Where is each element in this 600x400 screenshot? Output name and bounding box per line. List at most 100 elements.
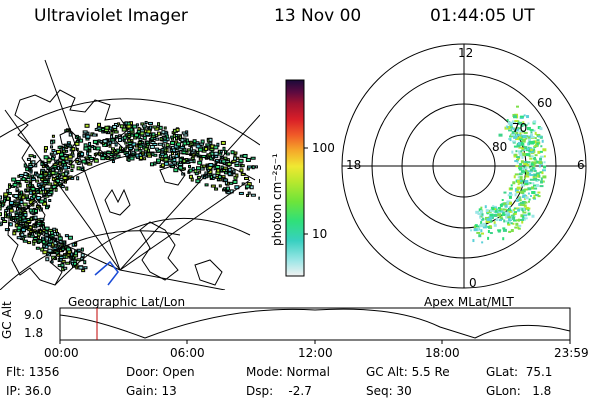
emission-pixel [8,222,13,227]
emission-pixel [21,177,26,182]
emission-pixel [16,225,22,230]
emission-pixel [530,130,533,134]
emission-pixel [513,154,518,158]
mlat-label-60: 60 [537,96,553,110]
emission-pixel [178,165,184,170]
emission-pixel [527,147,530,150]
emission-pixel [46,157,52,162]
emission-pixel [480,221,483,225]
emission-pixel [111,150,115,154]
latitude-line [19,151,256,216]
meridian-line [119,269,226,290]
emission-pixel [135,123,139,127]
colorbar-unit-label: photon cm⁻²s⁻¹ [270,153,284,246]
emission-pixel [83,146,89,151]
emission-pixel [100,153,104,157]
date-label: 13 Nov 00 [274,6,362,26]
emission-pixel [533,173,538,177]
emission-pixel [85,134,91,139]
emission-pixel [82,133,86,138]
emission-pixel [528,149,532,153]
emission-pixel [20,232,25,237]
emission-pixel [178,157,183,162]
emission-pixel [155,147,160,151]
emission-pixel [22,202,28,207]
emission-pixel [512,214,515,218]
emission-pixel [139,149,143,154]
geo-map-caption: Geographic Lat/Lon [68,295,186,309]
emission-pixel [502,228,507,232]
emission-pixel [258,196,260,200]
emission-pixel [519,134,523,138]
emission-pixel [27,183,32,187]
emission-pixel [61,247,66,251]
emission-pixel [32,239,38,243]
emission-pixel [525,153,530,157]
emission-pixel [11,177,17,182]
emission-pixel [163,157,169,162]
emission-pixel [514,173,519,176]
emission-pixel [482,226,487,229]
emission-pixel [502,227,506,230]
emission-pixel [36,189,40,194]
emission-pixel [499,210,504,213]
emission-pixel [518,179,522,182]
emission-pixel [530,135,535,138]
emission-pixel [519,218,524,221]
emission-pixel [521,139,526,143]
emission-pixel [510,222,513,225]
emission-pixel [523,218,526,221]
emission-pixel [16,201,20,205]
emission-pixel [43,198,47,203]
emission-pixel [209,174,213,179]
emission-pixel [12,182,18,187]
emission-pixel [222,166,228,170]
emission-pixel [539,157,543,161]
timeline-xtick: 12:00 [298,346,333,360]
emission-pixel [509,124,513,127]
emission-pixel [523,166,526,169]
emission-pixel [521,195,526,198]
emission-pixel [508,129,513,132]
emission-pixel [195,144,201,149]
emission-pixel [517,227,521,230]
emission-pixel [38,185,42,189]
emission-pixel [119,124,124,129]
emission-pixel [540,177,543,181]
emission-pixel [520,183,525,187]
mlt-label-12: 12 [458,46,474,60]
emission-pixel [48,199,52,203]
emission-pixel [477,212,482,215]
emission-pixel [126,124,132,129]
emission-pixel [500,217,504,220]
emission-pixel [101,127,106,131]
emission-pixel [40,178,45,182]
emission-pixel [501,199,504,202]
emission-pixel [532,140,535,144]
instrument-title: Ultraviolet Imager [34,6,188,26]
emission-pixel [502,208,507,211]
emission-pixel [527,212,531,216]
emission-pixel [67,154,73,159]
emission-pixel [0,223,2,227]
emission-pixel [498,133,503,137]
emission-pixel [160,156,164,161]
emission-pixel [479,216,482,219]
emission-pixel [45,257,50,262]
emission-pixel [220,140,226,145]
emission-pixel [40,186,45,191]
emission-pixel [481,241,484,244]
emission-pixel [521,138,526,141]
emission-pixel [62,254,66,259]
ip-value: IP: 36.0 [6,384,52,398]
emission-pixel [76,166,81,171]
emission-pixel [521,167,524,171]
emission-pixel [527,182,530,185]
emission-pixel [147,121,153,125]
emission-pixel [533,194,536,198]
emission-pixel [541,169,546,172]
emission-pixel [35,173,40,177]
emission-pixel [117,122,121,126]
colorbar-tick-10: 10 [312,227,328,241]
emission-pixel [498,209,502,212]
